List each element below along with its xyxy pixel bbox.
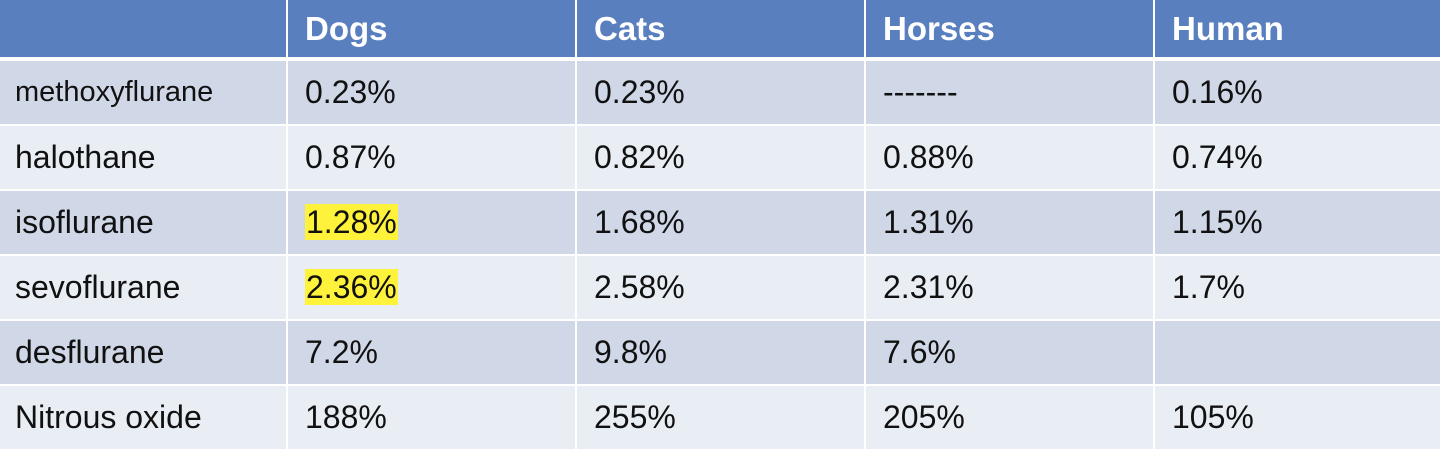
row-label: desflurane [0, 320, 288, 386]
cell-dogs: 0.23% [287, 59, 577, 126]
table-row: isoflurane 1.28% 1.68% 1.31% 1.15% [0, 190, 1440, 256]
cell-human: 1.15% [1154, 190, 1440, 256]
row-label: Nitrous oxide [0, 385, 288, 451]
cell-horses: 2.31% [865, 255, 1155, 321]
header-corner-cell [0, 0, 288, 61]
cell-dogs: 188% [287, 385, 577, 451]
cell-dogs: 7.2% [287, 320, 577, 386]
cell-cats: 2.58% [576, 255, 866, 321]
highlighted-value: 2.36% [305, 269, 398, 305]
cell-horses: 1.31% [865, 190, 1155, 256]
row-label: methoxyflurane [0, 59, 288, 126]
cell-human: 0.74% [1154, 125, 1440, 191]
table-row: halothane 0.87% 0.82% 0.88% 0.74% [0, 125, 1440, 191]
table-row: methoxyflurane 0.23% 0.23% ------- 0.16% [0, 59, 1440, 126]
header-cats: Cats [576, 0, 866, 61]
table-header-row: Dogs Cats Horses Human [0, 0, 1440, 61]
cell-human: 0.16% [1154, 59, 1440, 126]
table-row: Nitrous oxide 188% 255% 205% 105% [0, 385, 1440, 451]
header-human: Human [1154, 0, 1440, 61]
cell-human: 105% [1154, 385, 1440, 451]
cell-horses: 0.88% [865, 125, 1155, 191]
cell-horses: 205% [865, 385, 1155, 451]
table-row: desflurane 7.2% 9.8% 7.6% [0, 320, 1440, 386]
cell-human [1154, 320, 1440, 386]
cell-dogs: 0.87% [287, 125, 577, 191]
row-label: halothane [0, 125, 288, 191]
cell-dogs: 2.36% [287, 255, 577, 321]
highlighted-value: 1.28% [305, 204, 398, 240]
cell-cats: 1.68% [576, 190, 866, 256]
cell-horses: 7.6% [865, 320, 1155, 386]
cell-cats: 9.8% [576, 320, 866, 386]
cell-dogs: 1.28% [287, 190, 577, 256]
header-dogs: Dogs [287, 0, 577, 61]
row-label: isoflurane [0, 190, 288, 256]
cell-cats: 0.23% [576, 59, 866, 126]
header-horses: Horses [865, 0, 1155, 61]
table-row: sevoflurane 2.36% 2.58% 2.31% 1.7% [0, 255, 1440, 321]
cell-human: 1.7% [1154, 255, 1440, 321]
cell-horses: ------- [865, 59, 1155, 126]
row-label: sevoflurane [0, 255, 288, 321]
cell-cats: 0.82% [576, 125, 866, 191]
cell-cats: 255% [576, 385, 866, 451]
